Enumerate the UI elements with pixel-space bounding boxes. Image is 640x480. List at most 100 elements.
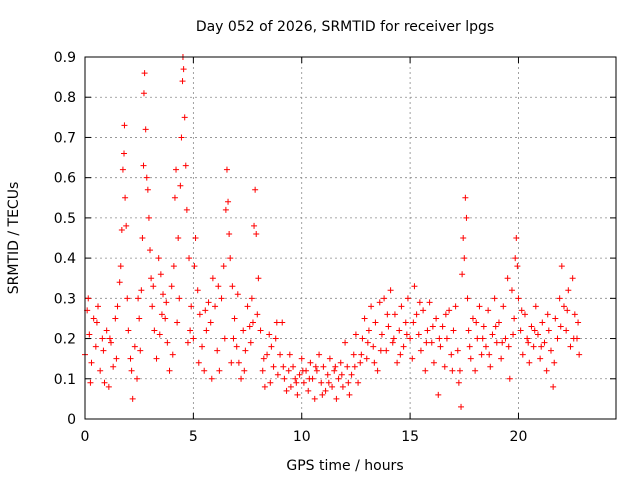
- data-point: [335, 375, 342, 382]
- data-point: [135, 295, 142, 302]
- data-point: [205, 299, 212, 306]
- data-point: [149, 303, 156, 310]
- data-point: [103, 327, 110, 334]
- data-point: [575, 319, 582, 326]
- data-point: [255, 275, 262, 282]
- data-point: [272, 335, 279, 342]
- data-point: [307, 359, 314, 366]
- data-point: [180, 66, 187, 73]
- data-point: [411, 283, 418, 290]
- data-point: [344, 363, 351, 370]
- data-point: [448, 351, 455, 358]
- data-point: [274, 371, 281, 378]
- data-point: [361, 315, 368, 322]
- data-point: [320, 363, 327, 370]
- data-point: [300, 379, 307, 386]
- data-point: [242, 347, 249, 354]
- data-point: [426, 299, 433, 306]
- data-point: [512, 255, 519, 262]
- data-point: [422, 367, 429, 374]
- data-point: [187, 327, 194, 334]
- data-point: [249, 319, 256, 326]
- data-point: [208, 375, 215, 382]
- data-point: [355, 379, 362, 386]
- chart-title: Day 052 of 2026, SRMTID for receiver lpg…: [196, 19, 494, 35]
- data-point: [114, 303, 121, 310]
- data-point: [377, 347, 384, 354]
- data-point: [433, 315, 440, 322]
- data-point: [502, 335, 509, 342]
- data-point: [240, 327, 247, 334]
- data-point: [459, 271, 466, 278]
- data-point: [201, 367, 208, 374]
- data-point: [171, 194, 178, 201]
- data-point: [260, 355, 267, 362]
- data-point: [175, 235, 182, 241]
- data-point: [495, 319, 502, 326]
- data-point: [413, 311, 420, 318]
- data-point: [351, 363, 358, 370]
- data-point: [372, 319, 379, 326]
- data-point: [428, 339, 435, 346]
- data-point: [292, 375, 299, 382]
- data-point: [117, 263, 124, 270]
- y-tick-label: 0.5: [54, 211, 76, 227]
- data-point: [479, 335, 486, 342]
- data-point: [476, 303, 483, 310]
- data-point: [532, 303, 539, 310]
- data-point: [342, 339, 349, 346]
- data-point: [461, 255, 468, 262]
- data-point: [194, 287, 201, 294]
- data-point: [305, 387, 312, 394]
- data-point: [88, 359, 95, 366]
- data-point: [564, 307, 571, 314]
- data-point: [450, 327, 457, 334]
- data-point: [565, 287, 572, 294]
- data-point: [241, 367, 248, 374]
- data-point: [127, 355, 134, 362]
- data-point: [319, 391, 326, 398]
- data-point: [526, 359, 533, 366]
- data-point: [352, 331, 359, 338]
- data-point: [519, 351, 526, 358]
- data-point: [460, 235, 467, 241]
- data-point: [454, 347, 461, 354]
- data-point: [298, 355, 305, 362]
- data-point: [144, 186, 151, 193]
- data-point: [528, 323, 535, 330]
- data-point: [230, 335, 237, 342]
- data-point: [156, 331, 163, 338]
- data-point: [449, 367, 456, 374]
- data-point: [381, 295, 388, 302]
- grid: [85, 57, 616, 419]
- data-point: [467, 355, 474, 362]
- data-point: [138, 287, 145, 294]
- data-point: [173, 166, 180, 173]
- data-point: [192, 235, 199, 241]
- data-point: [443, 335, 450, 342]
- data-point: [383, 347, 390, 354]
- data-point: [462, 194, 469, 201]
- x-axis-label: GPS time / hours: [286, 458, 403, 474]
- data-point: [279, 319, 286, 326]
- data-point: [511, 315, 518, 322]
- data-point: [226, 230, 233, 237]
- data-point: [508, 287, 515, 294]
- y-tick-label: 0.6: [54, 171, 76, 187]
- data-point: [285, 367, 292, 374]
- data-point: [384, 311, 391, 318]
- data-point: [370, 343, 377, 350]
- y-tick-label: 0.2: [54, 332, 76, 348]
- data-point: [337, 359, 344, 366]
- data-point: [350, 351, 357, 358]
- data-point: [131, 343, 138, 350]
- x-tick-label: 5: [189, 429, 198, 445]
- data-point: [446, 307, 453, 314]
- data-point: [139, 235, 146, 241]
- data-point: [397, 351, 404, 358]
- data-point: [478, 351, 485, 358]
- data-point: [329, 383, 336, 390]
- data-point: [286, 351, 293, 358]
- data-point: [141, 70, 148, 77]
- data-point: [140, 162, 147, 169]
